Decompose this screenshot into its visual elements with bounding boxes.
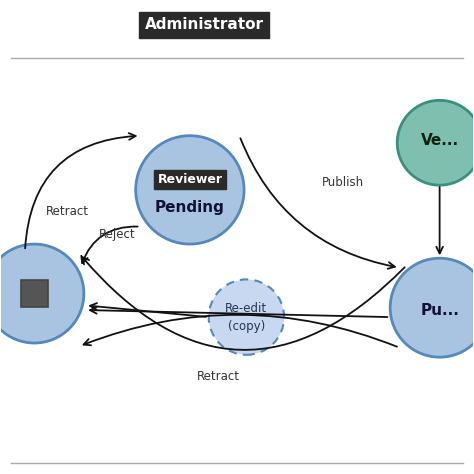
Text: Pu...: Pu... <box>420 302 459 318</box>
FancyBboxPatch shape <box>21 280 47 307</box>
FancyArrowPatch shape <box>90 303 206 317</box>
Circle shape <box>0 244 84 343</box>
Text: (copy): (copy) <box>228 320 265 333</box>
Circle shape <box>390 258 474 357</box>
Text: Reviewer: Reviewer <box>157 173 222 186</box>
FancyArrowPatch shape <box>83 315 397 346</box>
FancyArrowPatch shape <box>240 138 395 269</box>
Text: Retract: Retract <box>197 370 240 383</box>
Text: Administrator: Administrator <box>145 18 264 32</box>
Text: Ve...: Ve... <box>420 133 459 148</box>
Circle shape <box>209 279 284 355</box>
FancyArrowPatch shape <box>82 257 405 350</box>
Circle shape <box>136 136 244 244</box>
FancyArrowPatch shape <box>436 187 443 254</box>
FancyArrowPatch shape <box>25 133 136 248</box>
Text: Retract: Retract <box>46 205 89 218</box>
Circle shape <box>397 100 474 185</box>
Text: Reject: Reject <box>99 228 135 241</box>
Text: Re-edit: Re-edit <box>225 302 267 315</box>
FancyArrowPatch shape <box>82 227 137 263</box>
Text: Publish: Publish <box>322 176 364 189</box>
Text: Pending: Pending <box>155 201 225 215</box>
FancyArrowPatch shape <box>90 307 387 317</box>
